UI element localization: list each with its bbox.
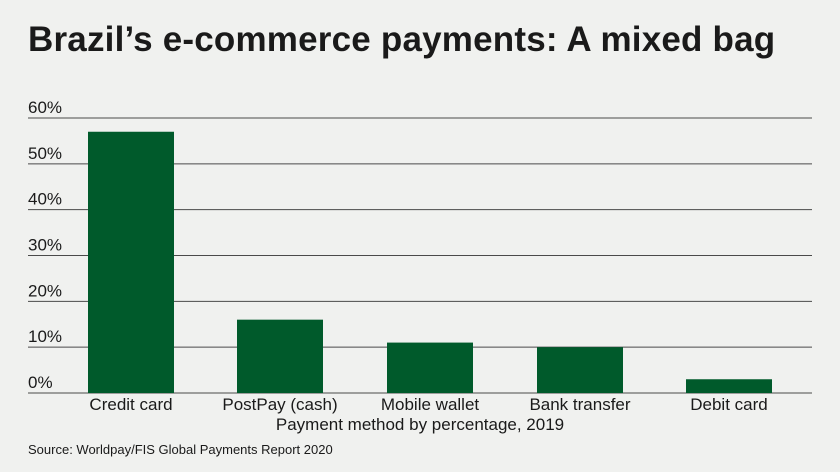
bar-debit-card	[686, 379, 772, 393]
bar-credit-card	[88, 131, 174, 393]
x-axis-title: Payment method by percentage, 2019	[276, 415, 564, 434]
bars	[88, 131, 772, 393]
y-tick-label: 60%	[28, 98, 62, 117]
bar-mobile-wallet	[387, 342, 473, 393]
source-note: Source: Worldpay/FIS Global Payments Rep…	[28, 442, 333, 457]
y-tick-label: 50%	[28, 144, 62, 163]
y-tick-label: 40%	[28, 190, 62, 209]
bar-bank-transfer	[537, 347, 623, 393]
y-axis-ticks: 0% 10% 20% 30% 40% 50% 60%	[28, 98, 62, 392]
y-tick-label: 10%	[28, 327, 62, 346]
x-tick-label: PostPay (cash)	[222, 395, 337, 414]
x-tick-label: Mobile wallet	[381, 395, 480, 414]
y-tick-label: 0%	[28, 373, 53, 392]
chart-title: Brazil’s e-commerce payments: A mixed ba…	[28, 20, 776, 59]
bar-postpay-cash	[237, 319, 323, 393]
x-tick-label: Credit card	[89, 395, 172, 414]
y-tick-label: 20%	[28, 281, 62, 300]
x-tick-label: Debit card	[690, 395, 767, 414]
x-tick-label: Bank transfer	[529, 395, 630, 414]
y-tick-label: 30%	[28, 236, 62, 255]
x-axis-ticks: Credit card PostPay (cash) Mobile wallet Ba…	[89, 395, 767, 414]
